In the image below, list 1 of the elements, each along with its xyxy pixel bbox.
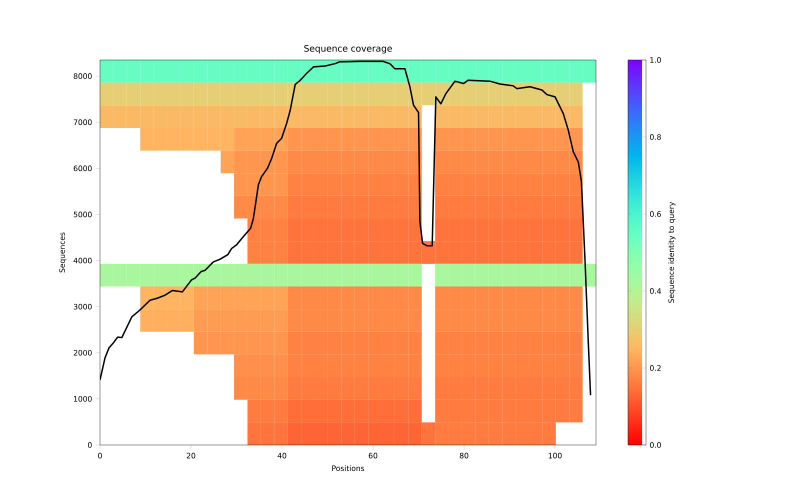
chart-title: Sequence coverage [304, 44, 392, 54]
